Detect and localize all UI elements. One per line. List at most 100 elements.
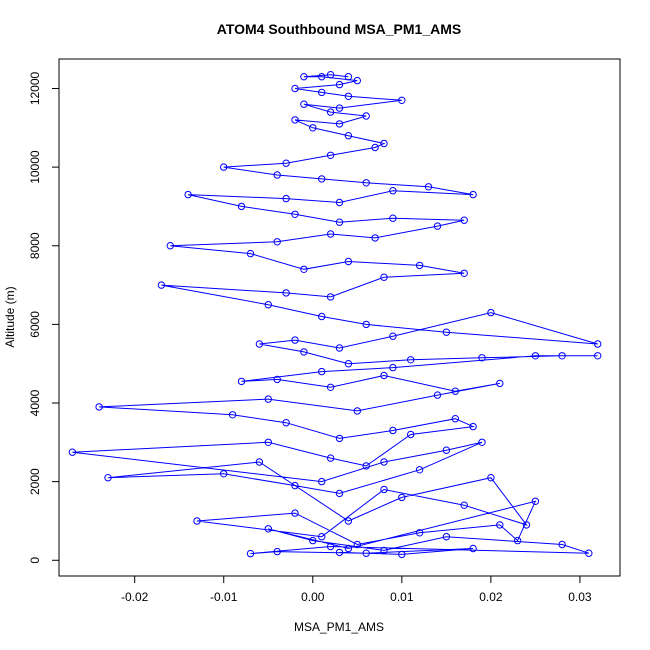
data-point bbox=[326, 454, 335, 462]
y-tick-label: 4000 bbox=[28, 389, 42, 416]
x-tick-label: 0.01 bbox=[390, 590, 414, 604]
data-point bbox=[531, 497, 540, 505]
data-point bbox=[318, 477, 326, 486]
data-point bbox=[496, 379, 504, 388]
data-point bbox=[594, 340, 602, 348]
data-point bbox=[309, 536, 317, 545]
data-point bbox=[424, 183, 433, 191]
data-point bbox=[255, 458, 264, 466]
data-point bbox=[487, 308, 495, 317]
data-point bbox=[344, 517, 353, 525]
data-point bbox=[362, 112, 370, 120]
x-tick-label: -0.02 bbox=[121, 590, 149, 604]
x-axis-label: MSA_PM1_AMS bbox=[294, 620, 384, 634]
data-point bbox=[344, 73, 353, 81]
data-point bbox=[389, 332, 397, 340]
y-tick-label: 8000 bbox=[28, 232, 42, 259]
data-point bbox=[415, 466, 424, 474]
data-point bbox=[531, 352, 540, 360]
data-point bbox=[318, 175, 326, 183]
data-point bbox=[282, 159, 290, 167]
data-point bbox=[389, 363, 397, 372]
data-point bbox=[389, 187, 397, 195]
y-tick-label: 0 bbox=[28, 557, 42, 564]
data-point bbox=[469, 422, 477, 431]
data-point bbox=[380, 273, 388, 281]
data-point bbox=[326, 293, 335, 301]
data-point bbox=[273, 238, 281, 246]
data-point bbox=[318, 367, 326, 376]
data-point bbox=[335, 198, 344, 207]
data-point bbox=[318, 73, 326, 81]
y-tick-label: 10000 bbox=[28, 150, 42, 184]
data-point bbox=[193, 517, 201, 525]
data-point bbox=[496, 521, 504, 529]
data-point bbox=[487, 474, 495, 482]
data-point bbox=[478, 354, 486, 362]
y-tick-label: 6000 bbox=[28, 311, 42, 338]
data-point bbox=[460, 501, 468, 509]
x-tick-label: -0.01 bbox=[210, 590, 238, 604]
x-tick-label: 0.00 bbox=[301, 590, 325, 604]
data-point bbox=[415, 529, 424, 537]
data-point bbox=[362, 549, 370, 557]
data-point bbox=[398, 493, 406, 502]
data-point bbox=[442, 446, 451, 454]
data-point bbox=[264, 301, 272, 309]
data-point bbox=[184, 190, 192, 199]
data-point bbox=[469, 190, 477, 199]
data-point bbox=[273, 547, 281, 556]
x-tick-label: 0.02 bbox=[479, 590, 503, 604]
data-point bbox=[335, 489, 344, 498]
data-point bbox=[300, 73, 308, 81]
data-point bbox=[460, 216, 468, 224]
data-point bbox=[362, 179, 370, 187]
data-point bbox=[380, 371, 388, 380]
data-point bbox=[273, 171, 281, 179]
data-point bbox=[522, 521, 531, 529]
data-point bbox=[398, 96, 406, 105]
data-point bbox=[264, 525, 272, 533]
data-point bbox=[157, 281, 166, 289]
data-point bbox=[246, 249, 255, 258]
data-point bbox=[371, 234, 379, 242]
data-point bbox=[344, 257, 353, 266]
data-point bbox=[407, 356, 415, 364]
data-point bbox=[380, 546, 388, 555]
data-point bbox=[300, 348, 308, 356]
data-point bbox=[371, 143, 379, 152]
data-point bbox=[255, 340, 264, 348]
data-point bbox=[291, 116, 299, 124]
data-point bbox=[460, 269, 468, 277]
data-point bbox=[335, 344, 344, 352]
data-point bbox=[326, 383, 335, 391]
data-point bbox=[237, 202, 246, 211]
data-point bbox=[513, 536, 522, 545]
data-point bbox=[380, 485, 388, 494]
data-point bbox=[442, 533, 451, 541]
data-point bbox=[335, 548, 344, 557]
data-point bbox=[264, 395, 272, 403]
plot-area bbox=[68, 71, 602, 559]
y-tick-label: 2000 bbox=[28, 468, 42, 495]
data-point bbox=[68, 448, 77, 456]
x-axis: -0.02 -0.01 0.00 0.01 0.02 0.03 bbox=[121, 575, 592, 604]
chart-title: ATOM4 Southbound MSA_PM1_AMS bbox=[217, 21, 461, 37]
y-axis: 0 2000 4000 6000 8000 10000 12000 bbox=[28, 71, 60, 564]
data-point bbox=[291, 481, 299, 490]
data-point bbox=[309, 124, 317, 132]
data-point bbox=[335, 120, 344, 128]
data-point bbox=[326, 108, 335, 116]
data-point bbox=[246, 549, 255, 558]
data-point bbox=[585, 549, 593, 557]
data-point bbox=[326, 542, 335, 551]
y-axis-label: Altitude (m) bbox=[3, 286, 17, 347]
data-point bbox=[362, 462, 370, 470]
data-point bbox=[594, 352, 602, 360]
data-point bbox=[282, 419, 290, 427]
data-point bbox=[335, 434, 344, 443]
data-point bbox=[273, 375, 281, 384]
data-point bbox=[469, 544, 477, 553]
data-point bbox=[335, 218, 344, 226]
